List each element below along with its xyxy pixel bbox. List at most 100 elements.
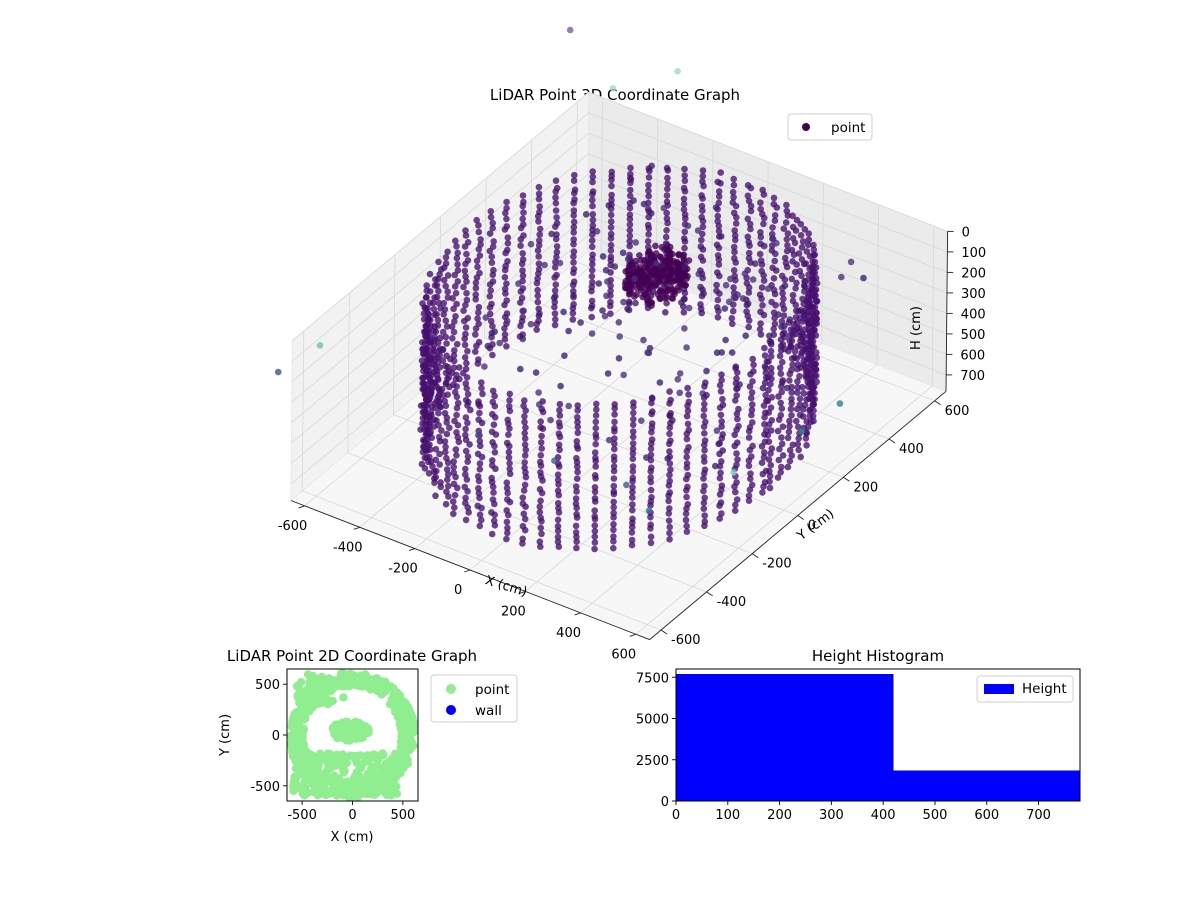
point-3d [657, 277, 664, 284]
point-3d [448, 323, 456, 330]
point-3d [685, 304, 693, 312]
point-3d [793, 279, 800, 287]
point-3d [572, 495, 580, 502]
point-3d [715, 193, 723, 200]
legend-hist: Height [976, 675, 1074, 703]
point-3d [809, 269, 816, 276]
point-3d [451, 417, 458, 425]
point-3d [805, 320, 812, 327]
point-3d [569, 309, 577, 317]
point-3d [436, 387, 444, 395]
point-3d [611, 411, 618, 418]
legend-2d-label-wall: wall [475, 703, 502, 719]
point-3d [645, 174, 653, 181]
x-tick-label-3d: 0 [454, 583, 462, 598]
point-3d [521, 397, 528, 404]
point-3d [748, 411, 755, 419]
point-3d [748, 453, 755, 460]
point-3d [442, 443, 449, 451]
point-3d [647, 478, 654, 486]
point-2d [330, 771, 339, 780]
point-3d [536, 538, 544, 545]
point-3d [553, 271, 560, 279]
point-3d [519, 215, 526, 223]
point-3d [589, 211, 597, 218]
point-3d [699, 167, 707, 174]
legend-3d-marker-point [802, 123, 810, 131]
point-3d [535, 317, 542, 325]
point-3d [425, 470, 433, 477]
point-3d [591, 507, 598, 514]
point-3d [636, 252, 643, 259]
point-3d [589, 202, 596, 210]
point-3d [556, 400, 564, 408]
point-3d [759, 489, 766, 496]
point-3d [777, 399, 784, 407]
point-3d [694, 227, 702, 234]
point-3d [504, 258, 511, 265]
point-3d [808, 366, 816, 374]
point-3d [767, 364, 775, 372]
point-3d [718, 349, 726, 356]
point-3d [647, 445, 655, 453]
point-3d [789, 223, 797, 231]
point-3d [681, 263, 688, 271]
point-3d [442, 254, 450, 261]
point-2d [384, 763, 393, 772]
point-2d [321, 755, 330, 765]
point-3d [554, 476, 562, 484]
point-3d [570, 177, 578, 184]
point-3d [610, 526, 617, 534]
point-3d [684, 471, 692, 479]
grid-line-z [588, 132, 948, 273]
point-3d [472, 296, 480, 303]
point-3d [574, 402, 581, 409]
point-3d [784, 463, 792, 471]
point-3d [813, 298, 820, 305]
point-3d [802, 435, 810, 442]
point-3d [574, 407, 581, 414]
point-3d [442, 448, 449, 456]
grid-line-x [711, 140, 714, 301]
point-3d [479, 390, 486, 398]
point-3d [745, 254, 753, 262]
point-3d [615, 319, 623, 326]
point-3d [431, 311, 439, 319]
point-3d [476, 409, 483, 417]
point-3d [426, 299, 434, 307]
point-3d [701, 518, 709, 525]
x-tick-mark-3d [629, 633, 636, 637]
point-3d [424, 321, 432, 328]
point-3d [589, 178, 596, 186]
point-3d [777, 411, 785, 419]
point-3d [683, 460, 691, 467]
x-tick-label-hist: 700 [1026, 808, 1051, 823]
point-3d [745, 462, 753, 470]
point-3d [431, 282, 439, 289]
point-3d [443, 323, 451, 330]
x-tick-label-3d: 400 [556, 626, 581, 641]
point-3d [626, 221, 634, 228]
y-tick-label-3d: 200 [853, 480, 878, 495]
point-2d [339, 734, 349, 743]
point-3d [663, 299, 670, 307]
point-3d [520, 198, 527, 206]
point-3d [666, 460, 674, 467]
point-3d [489, 278, 497, 285]
point-3d [811, 326, 818, 334]
point-3d [520, 221, 527, 228]
point-3d [767, 347, 775, 355]
point-3d [629, 494, 636, 501]
point-3d [745, 323, 752, 331]
point-3d [667, 396, 674, 404]
point-3d [714, 252, 722, 259]
point-3d [651, 282, 659, 290]
legend-2d: point wall [430, 674, 518, 723]
point-3d [505, 431, 512, 439]
point-3d [444, 294, 452, 301]
point-2d [389, 785, 398, 795]
point-3d [535, 253, 542, 260]
point-3d [789, 212, 796, 220]
point-3d [771, 257, 778, 265]
legend-hist-label: Height [1022, 681, 1067, 697]
